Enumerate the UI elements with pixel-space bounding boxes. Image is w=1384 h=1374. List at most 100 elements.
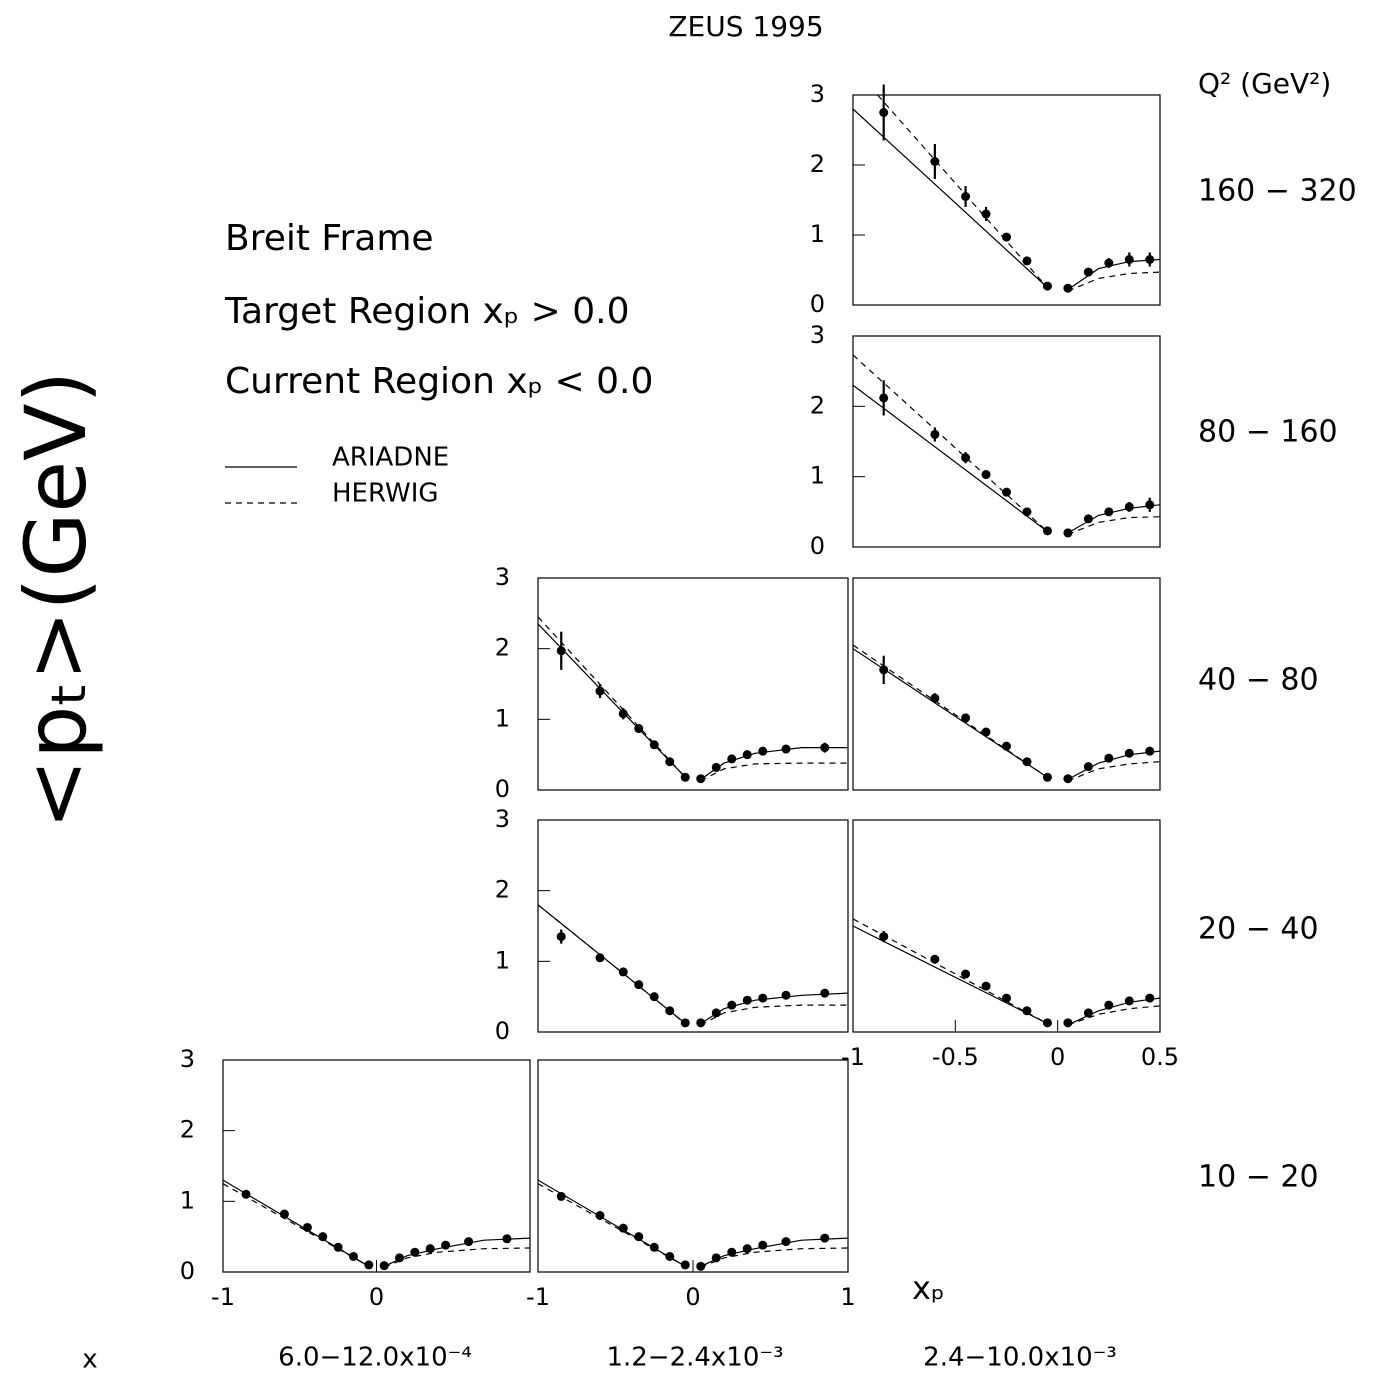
data-point xyxy=(618,709,628,719)
y-tick-label: 0 xyxy=(495,775,510,803)
y-tick-label: 2 xyxy=(810,391,825,419)
y-label: <pₜ>(GeV) xyxy=(7,371,105,830)
data-point xyxy=(981,981,991,991)
x-tick-label: 0 xyxy=(1050,1043,1065,1071)
data-point xyxy=(1022,757,1032,767)
y-tick-label: 3 xyxy=(810,80,825,108)
x-bin-label: 1.2−2.4x10⁻³ xyxy=(606,1343,783,1373)
data-point xyxy=(879,665,889,675)
x-tick-label: -1 xyxy=(211,1283,235,1311)
data-point xyxy=(1104,258,1114,268)
y-tick-label: 0 xyxy=(810,290,825,318)
data-point xyxy=(781,744,791,754)
data-point xyxy=(1104,1000,1114,1010)
data-point xyxy=(1104,753,1114,763)
data-point xyxy=(1022,1006,1032,1016)
q2-bin-label: 80 − 160 xyxy=(1198,415,1338,450)
data-point xyxy=(1063,1018,1073,1028)
x-label: xₚ xyxy=(912,1269,945,1307)
y-tick-label: 2 xyxy=(495,876,510,904)
data-point xyxy=(649,992,659,1002)
data-point xyxy=(680,1018,690,1028)
data-point xyxy=(634,980,644,990)
q2-bin-label: 40 − 80 xyxy=(1198,663,1319,698)
data-point xyxy=(464,1237,474,1247)
data-point xyxy=(1022,507,1032,517)
data-point xyxy=(820,1233,830,1243)
x-tick-label: 1 xyxy=(840,1283,855,1311)
data-point xyxy=(1124,255,1134,264)
y-tick-label: 3 xyxy=(180,1045,195,1073)
y-tick-label: 1 xyxy=(180,1186,195,1214)
data-point xyxy=(1022,256,1032,266)
data-point xyxy=(711,762,721,772)
data-point xyxy=(556,646,566,656)
data-point xyxy=(1063,528,1073,538)
data-point xyxy=(595,953,605,963)
x-bin-label: 2.4−10.0x10⁻³ xyxy=(923,1343,1117,1373)
data-point xyxy=(781,1237,791,1247)
data-point xyxy=(1002,487,1011,497)
data-point xyxy=(1063,283,1073,293)
data-point xyxy=(241,1189,251,1199)
data-point xyxy=(410,1247,420,1257)
data-point xyxy=(1083,267,1093,277)
data-point xyxy=(727,1247,737,1257)
model-line xyxy=(853,648,1160,780)
x-tick-label: -1 xyxy=(526,1283,550,1311)
data-point xyxy=(1042,526,1052,536)
data-point xyxy=(595,686,605,696)
frame-text: Target Region xₚ > 0.0 xyxy=(224,291,630,332)
panel-frame xyxy=(852,335,1161,548)
data-point xyxy=(1145,993,1155,1003)
data-point xyxy=(379,1261,389,1271)
model-line xyxy=(853,918,1160,1026)
data-point xyxy=(1145,746,1155,756)
model-line xyxy=(877,95,1160,292)
q2-bin-label: 160 − 320 xyxy=(1198,174,1357,209)
model-line xyxy=(853,354,1160,535)
y-tick-label: 3 xyxy=(495,805,510,833)
panel-frame xyxy=(537,819,849,1033)
data-point xyxy=(1104,507,1114,517)
legend-label: HERWIG xyxy=(332,479,439,509)
data-point xyxy=(879,393,889,403)
x-bin-label: 6.0−12.0x10⁻⁴ xyxy=(278,1343,472,1373)
data-point xyxy=(502,1234,512,1244)
legend-label: ARIADNE xyxy=(332,443,449,473)
column-label: x xyxy=(82,1345,97,1374)
model-line xyxy=(538,1179,848,1267)
q2-bin-label: 10 − 20 xyxy=(1198,1160,1319,1195)
data-point xyxy=(1083,514,1093,524)
data-point xyxy=(649,740,659,750)
model-line xyxy=(853,925,1160,1026)
data-point xyxy=(1042,772,1052,782)
data-point xyxy=(879,108,889,117)
y-tick-label: 2 xyxy=(180,1116,195,1144)
data-point xyxy=(680,772,690,782)
data-point xyxy=(665,1251,675,1261)
data-point xyxy=(634,1232,644,1242)
x-tick-label: -1 xyxy=(841,1043,865,1071)
data-point xyxy=(1083,1008,1093,1018)
data-point xyxy=(696,1018,706,1028)
data-point xyxy=(333,1242,343,1252)
data-point xyxy=(556,932,566,942)
data-point xyxy=(425,1244,435,1254)
y-tick-label: 3 xyxy=(495,563,510,591)
panel-frame xyxy=(852,94,1161,306)
data-point xyxy=(634,724,644,734)
data-point xyxy=(696,774,706,784)
data-point xyxy=(820,743,830,753)
model-line xyxy=(223,1183,530,1268)
data-point xyxy=(820,988,830,998)
data-point xyxy=(279,1209,289,1219)
data-point xyxy=(758,746,768,756)
data-point xyxy=(1124,996,1134,1006)
data-point xyxy=(758,993,768,1003)
data-point xyxy=(711,1253,721,1263)
y-tick-label: 1 xyxy=(495,946,510,974)
panel-frame xyxy=(852,577,1161,791)
data-point xyxy=(1124,502,1134,512)
